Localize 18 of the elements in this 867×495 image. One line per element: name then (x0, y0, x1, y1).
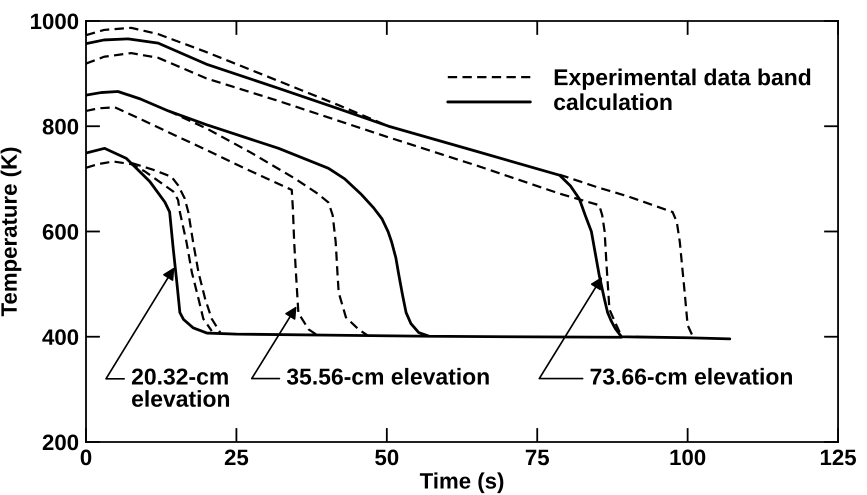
x-tick-label: 75 (526, 450, 549, 466)
y-tick-label: 800 (42, 118, 78, 135)
x-tick-label: 100 (670, 450, 706, 466)
annotation: 20.32-cm elevation (132, 368, 230, 407)
x-tick-label: 50 (375, 450, 398, 466)
legend-label: Experimental data band (554, 68, 810, 90)
annotation: 35.56-cm elevation (286, 368, 489, 385)
y-tick-label: 400 (42, 329, 78, 346)
x-tick-label: 25 (224, 450, 248, 466)
y-tick-label: 200 (42, 434, 78, 450)
annotation: 73.66-cm elevation (590, 368, 792, 385)
y-axis-title: Temperature (K) (0, 148, 22, 316)
x-axis-title: Time (s) (420, 472, 504, 494)
x-tick-label: 125 (820, 450, 856, 466)
x-tick-label: 0 (80, 450, 92, 466)
y-tick-label: 600 (42, 224, 78, 240)
y-tick-label: 1000 (31, 14, 78, 30)
legend-label: calculation (554, 93, 672, 110)
